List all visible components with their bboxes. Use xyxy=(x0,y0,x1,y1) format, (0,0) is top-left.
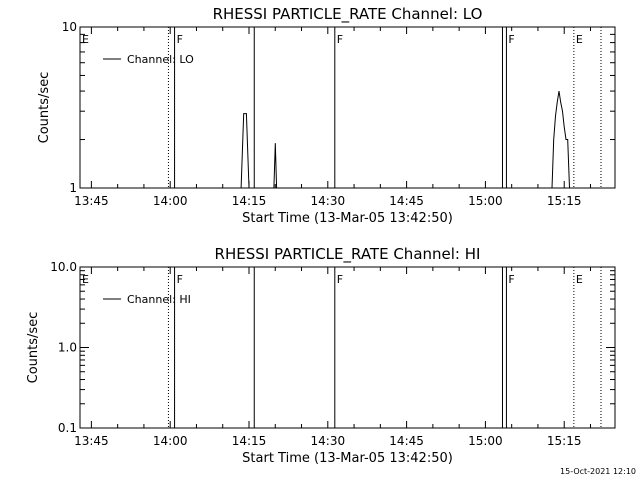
marker-label: F xyxy=(177,33,183,46)
x-tick-label: 15:00 xyxy=(468,434,503,448)
x-tick-label: 15:00 xyxy=(468,194,503,208)
marker-label: F xyxy=(177,273,183,286)
y-tick-label: 0.1 xyxy=(58,421,77,435)
chart-panel-0: RHESSI PARTICLE_RATE Channel: LO Start Ti… xyxy=(37,5,616,226)
marker-label: F xyxy=(337,273,343,286)
plot-frame xyxy=(79,266,616,429)
legend-label: Channel: HI xyxy=(127,293,191,306)
x-tick-label: 14:00 xyxy=(153,194,188,208)
marker-label: F xyxy=(508,273,514,286)
x-tick-label: 14:45 xyxy=(389,194,424,208)
x-tick-label: 14:45 xyxy=(389,434,424,448)
x-axis-label: Start Time (13-Mar-05 13:42:50) xyxy=(242,451,453,466)
chart-title: RHESSI PARTICLE_RATE Channel: HI xyxy=(215,245,481,264)
x-tick-label: 13:45 xyxy=(74,434,109,448)
x-tick-label: 14:15 xyxy=(232,194,267,208)
marker-label: E xyxy=(576,273,583,286)
marker-label: E xyxy=(82,273,89,286)
marker-label: F xyxy=(337,33,343,46)
x-tick-label: 13:45 xyxy=(74,194,109,208)
y-tick-label: 1.0 xyxy=(58,341,77,355)
y-axis-label: Counts/sec xyxy=(37,72,52,144)
x-tick-label: 14:00 xyxy=(153,434,188,448)
x-axis-label: Start Time (13-Mar-05 13:42:50) xyxy=(242,211,453,226)
x-tick-label: 14:30 xyxy=(311,434,346,448)
series-line xyxy=(273,143,278,189)
marker-label: F xyxy=(508,33,514,46)
chart-title: RHESSI PARTICLE_RATE Channel: LO xyxy=(213,5,483,24)
series-line xyxy=(240,113,250,189)
series-line xyxy=(551,91,570,189)
footer-timestamp: 15-Oct-2021 12:10 xyxy=(560,467,636,476)
marker-label: E xyxy=(82,33,89,46)
y-tick-label: 10 xyxy=(62,20,77,34)
plot-frame xyxy=(79,26,616,189)
x-tick-label: 15:15 xyxy=(547,194,582,208)
y-axis-label: Counts/sec xyxy=(26,312,41,384)
marker-label: E xyxy=(576,33,583,46)
x-tick-label: 14:15 xyxy=(232,434,267,448)
x-tick-label: 15:15 xyxy=(547,434,582,448)
legend-label: Channel: LO xyxy=(127,53,194,66)
x-tick-label: 14:30 xyxy=(311,194,346,208)
y-tick-label: 1 xyxy=(69,181,77,195)
y-tick-label: 10.0 xyxy=(50,260,77,274)
chart-panel-1: RHESSI PARTICLE_RATE Channel: HI Start Ti… xyxy=(26,245,616,466)
